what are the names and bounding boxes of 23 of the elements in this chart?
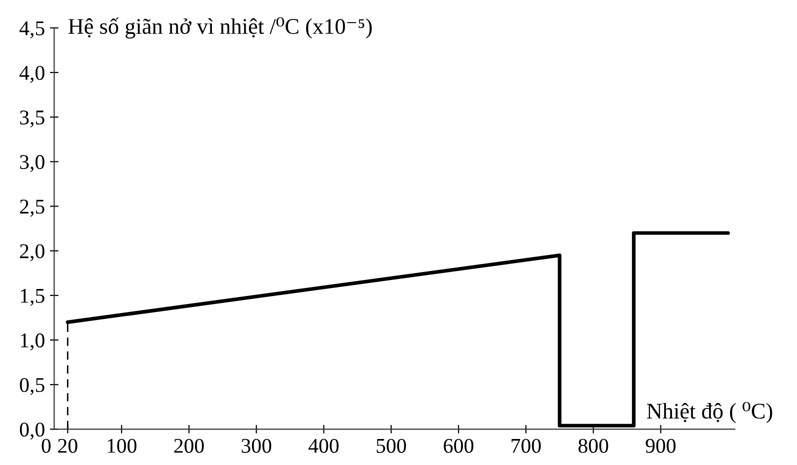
y-tick-label: 0,0	[20, 422, 44, 440]
x-tick-label: 700	[512, 438, 541, 453]
x-tick-label: 200	[174, 438, 204, 453]
y-tick-label: 2,0	[20, 244, 44, 262]
x-tick-label: 0	[42, 438, 51, 453]
x-tick-label: 800	[578, 438, 608, 453]
x-tick-label: 100	[108, 438, 136, 453]
x-tick-label: 20	[58, 438, 78, 453]
y-tick-label: 2,5	[20, 200, 44, 217]
x-tick-label: 500	[376, 438, 406, 453]
x-axis-title: Nhiệt độ ( ⁰C)	[646, 402, 772, 424]
x-tick-label: 300	[242, 438, 272, 453]
y-tick-label: 3,5	[20, 110, 44, 128]
x-tick-label: 400	[308, 438, 339, 453]
x-tick-label: 600	[444, 438, 474, 453]
y-tick-label: 1,0	[20, 333, 44, 350]
y-tick-label: 4,0	[20, 66, 44, 83]
x-tick-label: 900	[646, 438, 676, 453]
y-tick-label: 1,5	[20, 288, 44, 306]
y-tick-label: 3,0	[20, 155, 44, 172]
y-axis-title: Hệ số giãn nở vì nhiệt /⁰C (x10⁻⁵)	[68, 17, 372, 39]
y-tick-label: 4,5	[20, 21, 44, 38]
y-tick-label: 0,5	[20, 378, 44, 396]
